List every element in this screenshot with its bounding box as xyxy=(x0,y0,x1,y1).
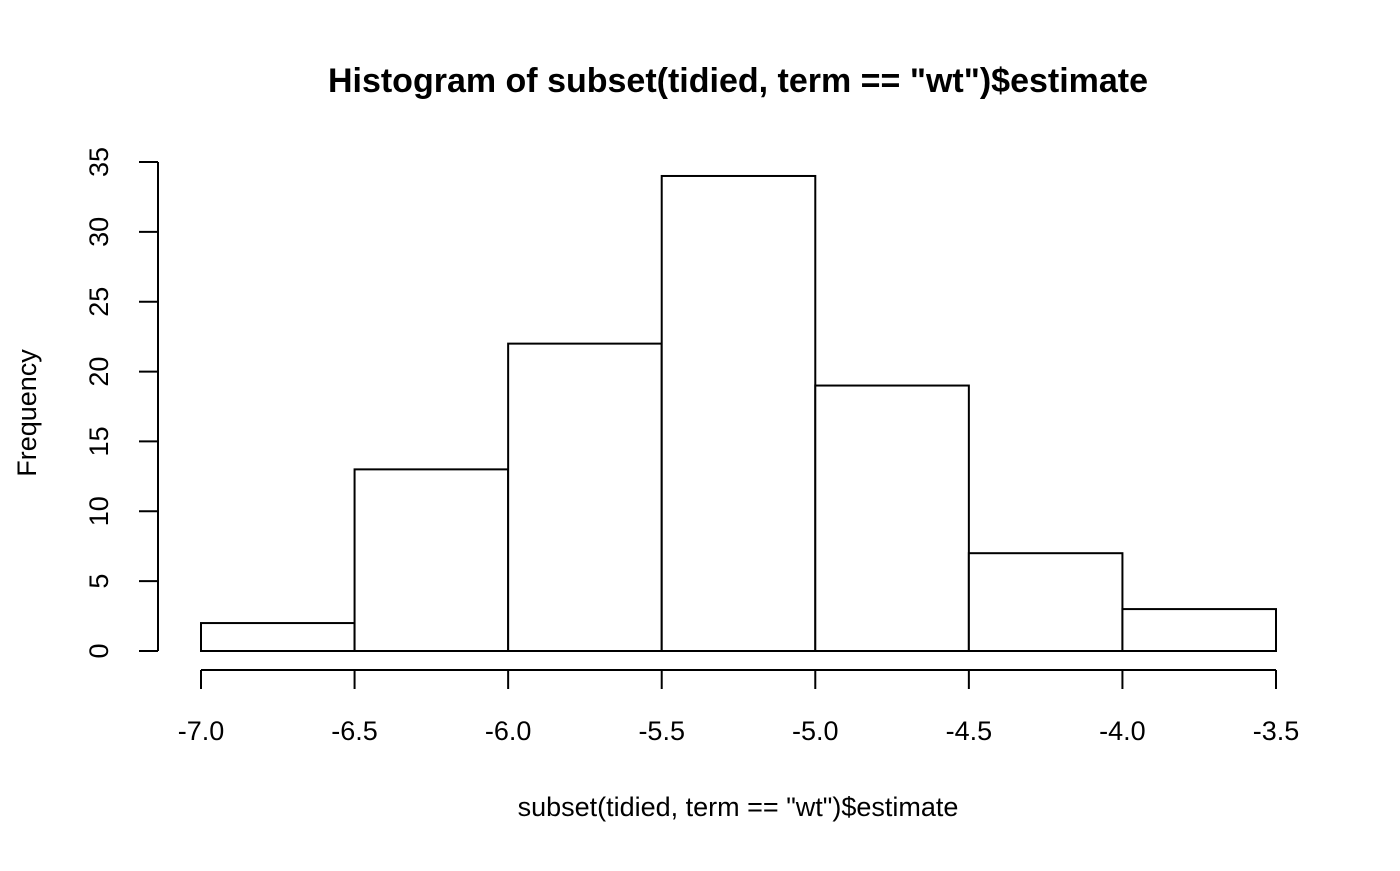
x-tick-label: -6.0 xyxy=(485,716,532,746)
histogram-bar-1 xyxy=(200,622,356,652)
histogram-bar-5 xyxy=(814,384,970,652)
y-tick-label: 20 xyxy=(84,357,114,387)
y-tick-label: 10 xyxy=(84,496,114,526)
y-axis-label: Frequency xyxy=(12,349,42,477)
x-axis: -7.0 -6.5 -6.0 -5.5 -5.0 -4.5 -4.0 -3.5 xyxy=(178,669,1300,746)
histogram-bar-2 xyxy=(353,468,510,652)
y-axis: 0 5 10 15 20 25 30 35 xyxy=(84,147,159,659)
x-axis-label: subset(tidied, term == "wt")$estimate xyxy=(518,792,959,822)
x-tick-label: -5.0 xyxy=(792,716,839,746)
histogram-bar-4 xyxy=(660,174,817,652)
y-tick-label: 30 xyxy=(84,217,114,247)
histogram-bar-6 xyxy=(967,552,1124,653)
x-tick-label: -6.5 xyxy=(331,716,378,746)
x-tick-label: -4.5 xyxy=(946,716,993,746)
chart-title: Histogram of subset(tidied, term == "wt"… xyxy=(328,62,1148,100)
x-tick-label: -4.0 xyxy=(1099,716,1146,746)
y-tick-label: 0 xyxy=(84,643,114,658)
x-tick-label: -5.5 xyxy=(638,716,685,746)
y-tick-label: 35 xyxy=(84,147,114,177)
x-tick-label: -7.0 xyxy=(178,716,225,746)
histogram-bar-7 xyxy=(1121,608,1278,652)
y-tick-label: 25 xyxy=(84,287,114,317)
bars-group xyxy=(200,174,1278,653)
y-tick-label: 15 xyxy=(84,426,114,456)
x-tick-label: -3.5 xyxy=(1253,716,1300,746)
histogram-bar-3 xyxy=(507,342,663,652)
y-tick-label: 5 xyxy=(84,574,114,589)
